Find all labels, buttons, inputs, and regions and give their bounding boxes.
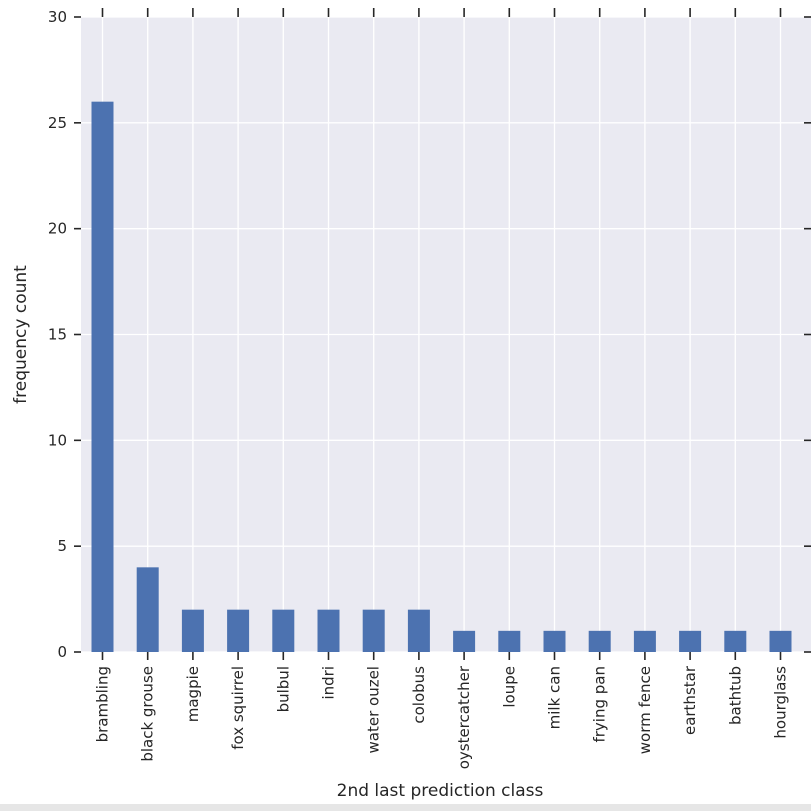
bar-earthstar [679,630,702,652]
x-tick-label: earthstar [681,665,699,735]
bar-oystercatcher [453,630,476,652]
bar-hourglass [769,630,792,652]
y-tick-label: 10 [48,431,67,449]
bottom-band [0,804,811,811]
x-tick-label: hourglass [772,666,790,739]
bar-bathtub [724,630,747,652]
x-tick-label: oystercatcher [455,665,473,769]
y-axis-label: frequency count [11,265,31,404]
x-tick-labels: brambling black grouse magpie fox squirrel b… [94,665,790,769]
y-tick-label: 30 [48,8,67,26]
bar-milk-can [543,630,566,652]
bar-loupe [498,630,521,652]
bar-colobus [407,609,430,652]
bars [91,101,792,652]
y-tick-label: 5 [57,537,67,555]
y-tick-label: 25 [48,114,67,132]
y-tick-label: 0 [57,643,67,661]
bar-worm-fence [633,630,656,652]
x-tick-label: water ouzel [365,666,383,753]
bar-frying-pan [588,630,611,652]
x-tick-label: colobus [410,666,428,724]
x-tick-label: milk can [546,666,564,729]
y-tick-labels: 0 5 10 15 20 25 30 [48,8,67,661]
x-tick-label: loupe [500,666,518,708]
grid-lines [81,16,811,653]
x-tick-label: bulbul [274,666,292,712]
x-tick-label: frying pan [591,666,609,743]
x-axis-label: 2nd last prediction class [337,781,544,801]
x-tick-label: worm fence [636,666,654,754]
x-tick-label: brambling [94,666,112,742]
x-tick-label: fox squirrel [229,666,247,750]
x-tick-label: bathtub [726,666,744,725]
axis-ticks [74,8,811,660]
y-tick-label: 20 [48,220,67,238]
bar-indri [317,609,340,652]
x-tick-label: magpie [184,666,202,722]
bar-water-ouzel [362,609,385,652]
bar-brambling [91,101,114,652]
y-tick-label: 15 [48,326,67,344]
bar-fox-squirrel [227,609,250,652]
x-tick-label: black grouse [139,666,157,762]
x-tick-label: indri [320,666,338,700]
bar-bulbul [272,609,295,652]
bar-magpie [181,609,204,652]
bar-black-grouse [136,567,159,652]
